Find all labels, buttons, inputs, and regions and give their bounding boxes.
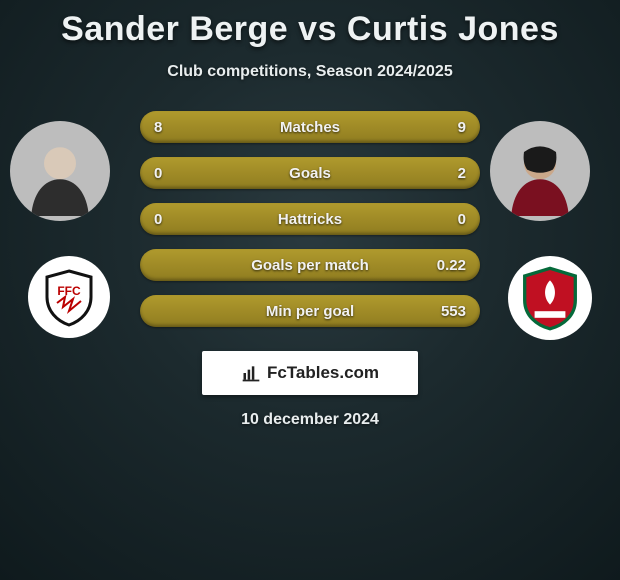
stat-label: Goals <box>289 165 331 182</box>
club-left-badge: FFC <box>28 256 110 338</box>
svg-text:FFC: FFC <box>57 284 81 298</box>
person-icon <box>20 131 100 221</box>
stat-left-value: 0 <box>154 211 162 228</box>
stat-right-value: 2 <box>458 165 466 182</box>
shield-icon: FFC <box>39 267 99 327</box>
stat-right-value: 0 <box>458 211 466 228</box>
stat-label: Min per goal <box>266 303 354 320</box>
player-right-avatar <box>490 121 590 221</box>
club-right-badge <box>508 256 592 340</box>
shield-icon <box>517 265 583 331</box>
page-title: Sander Berge vs Curtis Jones <box>0 0 620 49</box>
stat-label: Hattricks <box>278 211 342 228</box>
subtitle: Club competitions, Season 2024/2025 <box>0 63 620 81</box>
stat-right-value: 553 <box>441 303 466 320</box>
stat-left-value: 8 <box>154 119 162 136</box>
comparison-panel: FFC 8 Matches 9 0 Goals 2 0 <box>0 111 620 341</box>
date-label: 10 december 2024 <box>0 411 620 429</box>
stat-right-value: 0.22 <box>437 257 466 274</box>
player-left-avatar <box>10 121 110 221</box>
stat-label: Goals per match <box>251 257 369 274</box>
brand-badge: FcTables.com <box>202 351 418 395</box>
bar-chart-icon <box>241 363 261 383</box>
stat-right-value: 9 <box>458 119 466 136</box>
brand-text: FcTables.com <box>267 363 379 383</box>
stat-row-matches: 8 Matches 9 <box>140 111 480 143</box>
stat-row-goals-per-match: Goals per match 0.22 <box>140 249 480 281</box>
stat-row-min-per-goal: Min per goal 553 <box>140 295 480 327</box>
person-icon <box>500 131 580 221</box>
stat-row-hattricks: 0 Hattricks 0 <box>140 203 480 235</box>
stat-label: Matches <box>280 119 340 136</box>
stat-bars: 8 Matches 9 0 Goals 2 0 Hattricks 0 Goal… <box>140 111 480 341</box>
stat-left-value: 0 <box>154 165 162 182</box>
stat-row-goals: 0 Goals 2 <box>140 157 480 189</box>
